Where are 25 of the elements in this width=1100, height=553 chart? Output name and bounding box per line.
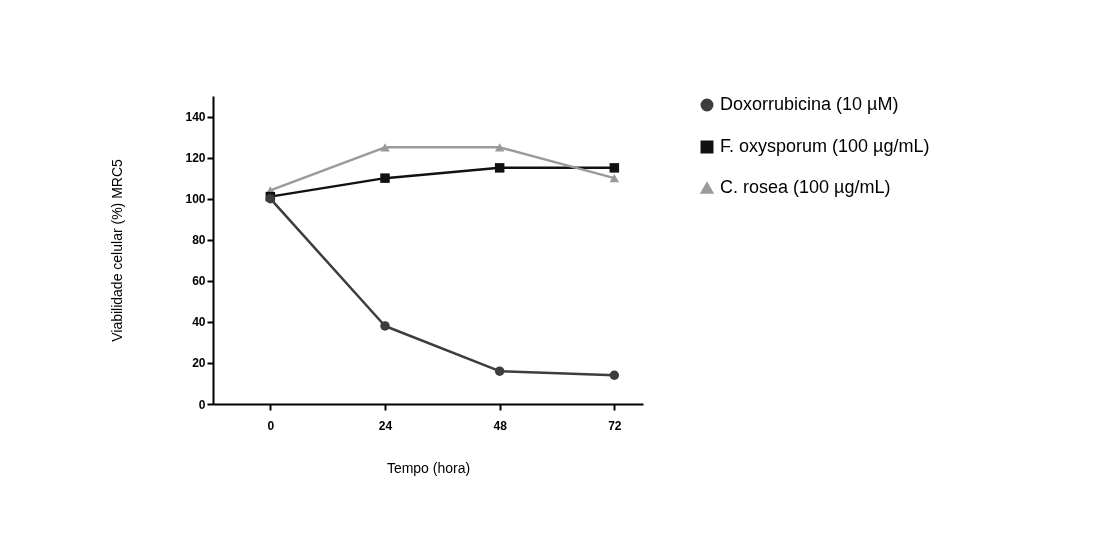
point [494, 143, 505, 152]
y-tick-label: 20 [192, 356, 206, 371]
y-tick-label: 0 [198, 397, 206, 412]
legend-label: Doxorrubicina (10 µM) [720, 94, 899, 114]
x-tick-label: 24 [378, 418, 393, 433]
y-tick-label: 140 [185, 110, 206, 125]
y-tick-label: 80 [192, 233, 206, 248]
point [609, 163, 620, 173]
y-axis-title: Viabilidade celular (%) MRC5 [109, 159, 126, 342]
point [609, 370, 620, 380]
x-axis-title: Tempo (hora) [386, 459, 471, 476]
y-tick-label: 100 [185, 192, 206, 207]
point [609, 174, 620, 183]
y-tick-label: 60 [192, 274, 206, 289]
x-tick-label: 72 [608, 418, 622, 433]
point [494, 163, 505, 173]
point [494, 366, 505, 376]
y-tick-label: 120 [185, 151, 206, 166]
x-tick-label: 48 [493, 418, 508, 433]
legend-label: C. rosea (100 µg/mL) [720, 177, 891, 197]
point [380, 173, 390, 183]
legend-label: F. oxysporum (100 µg/mL) [720, 136, 930, 156]
y-tick-label: 40 [192, 315, 206, 330]
x-tick-label: 0 [267, 418, 275, 433]
point [380, 321, 390, 331]
